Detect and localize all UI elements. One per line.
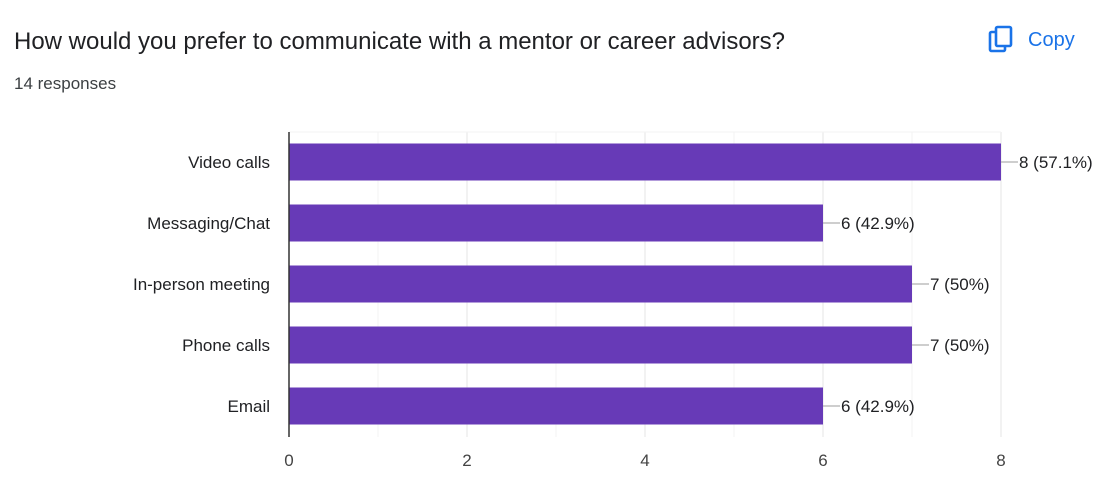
category-label: Phone calls xyxy=(182,336,270,355)
category-label: Email xyxy=(227,397,270,416)
data-label: 7 (50%) xyxy=(930,336,990,355)
x-tick-label: 2 xyxy=(462,451,471,470)
bar xyxy=(289,387,823,425)
data-label: 6 (42.9%) xyxy=(841,397,915,416)
bar xyxy=(289,326,912,364)
bar xyxy=(289,143,1001,181)
x-tick-label: 4 xyxy=(640,451,649,470)
response-count: 14 responses xyxy=(14,74,117,93)
category-label: Messaging/Chat xyxy=(147,214,270,233)
question-title: How would you prefer to communicate with… xyxy=(14,28,785,55)
bar xyxy=(289,265,912,303)
category-label: Video calls xyxy=(188,153,270,172)
copy-button[interactable]: Copy xyxy=(986,22,1075,58)
copy-icon xyxy=(986,25,1016,55)
x-tick-label: 6 xyxy=(818,451,827,470)
data-label: 8 (57.1%) xyxy=(1019,153,1093,172)
data-label: 7 (50%) xyxy=(930,275,990,294)
copy-label: Copy xyxy=(1028,28,1075,51)
bar xyxy=(289,204,823,242)
data-label: 6 (42.9%) xyxy=(841,214,915,233)
x-tick-label: 8 xyxy=(996,451,1005,470)
x-tick-label: 0 xyxy=(284,451,293,470)
category-label: In-person meeting xyxy=(133,275,270,294)
